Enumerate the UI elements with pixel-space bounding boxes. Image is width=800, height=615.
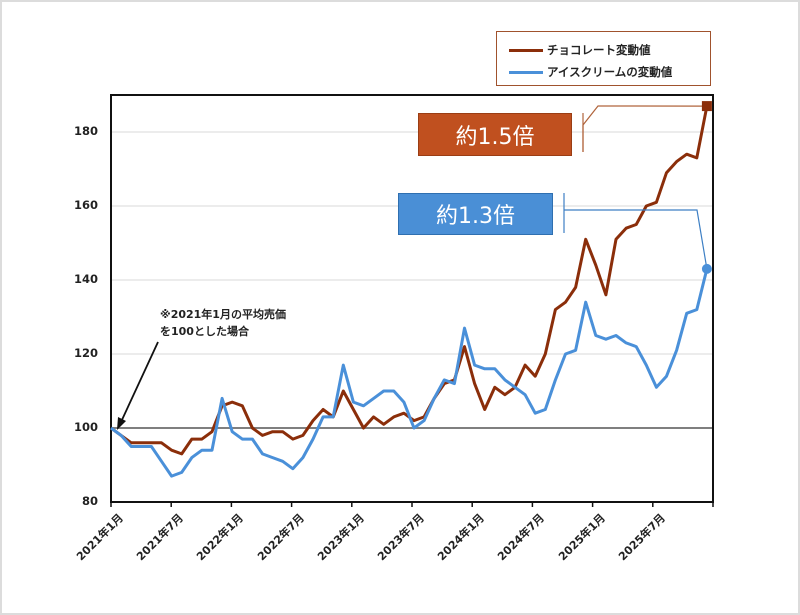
baseline-note-line2: を100とした場合 <box>160 325 249 338</box>
chocolate-ratio-text: 約1.5倍 <box>455 124 535 150</box>
y-tick-label: 120 <box>73 346 98 360</box>
chocolate-ratio-callout: 約1.5倍 <box>418 113 572 156</box>
y-tick-label: 100 <box>73 420 98 434</box>
icecream-end-marker <box>701 263 712 274</box>
y-tick-label: 80 <box>81 494 98 508</box>
chocolate-end-marker <box>701 101 712 112</box>
icecream-ratio-text: 約1.3倍 <box>436 204 515 229</box>
legend-label-icecream: アイスクリームの変動値 <box>547 65 673 79</box>
icecream-ratio-callout: 約1.3倍 <box>398 193 553 235</box>
icecream-leader-line <box>564 209 708 269</box>
baseline-note-line1: ※2021年1月の平均売価 <box>160 308 286 321</box>
legend-item-chocolate: チョコレート変動値 <box>509 42 651 58</box>
legend-swatch-chocolate <box>509 48 543 52</box>
y-tick-label: 140 <box>73 272 98 286</box>
legend-label-chocolate: チョコレート変動値 <box>547 43 651 57</box>
legend-swatch-icecream <box>509 70 543 74</box>
legend-item-icecream: アイスクリームの変動値 <box>509 64 672 80</box>
baseline-note: ※2021年1月の平均売価 を100とした場合 <box>160 306 286 340</box>
icecream-line <box>110 268 709 478</box>
note-arrow-head <box>117 417 126 430</box>
y-tick-label: 160 <box>73 198 98 212</box>
note-arrow-line <box>120 341 159 423</box>
chocolate-leader-line <box>582 105 707 152</box>
plot-area-border <box>110 94 714 503</box>
y-tick-label: 180 <box>73 124 98 138</box>
chart-legend: チョコレート変動値 アイスクリームの変動値 <box>496 31 711 86</box>
